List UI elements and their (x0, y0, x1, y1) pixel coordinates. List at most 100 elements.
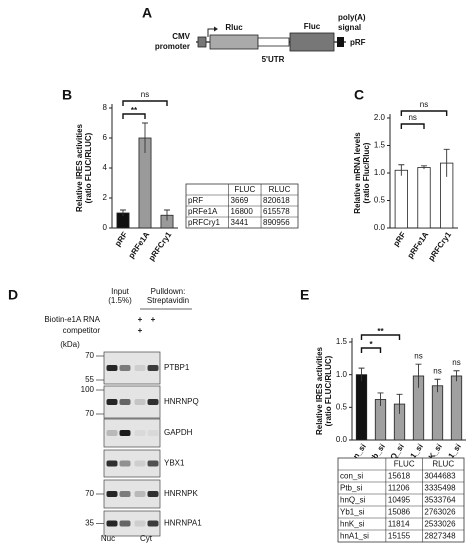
y-tick-label: 1.0 (374, 168, 386, 177)
y-axis-label: Relative mRNA levels (353, 132, 362, 214)
blot-band (147, 365, 159, 371)
table-cell: 15086 (388, 508, 411, 517)
bar (417, 167, 431, 229)
error-bar (415, 363, 422, 388)
table-cell: Ptb_si (340, 484, 362, 493)
table-cell: 15155 (388, 532, 411, 541)
table-cell: pRFe1A (188, 207, 218, 216)
protein-label: GAPDH (164, 428, 193, 437)
y-tick-label: 1.5 (336, 337, 348, 346)
y-tick-label: 0.5 (374, 196, 386, 205)
rluc-box (209, 34, 259, 50)
bar (431, 385, 444, 441)
marker-label: 70 (85, 409, 94, 418)
marker-label: 55 (85, 375, 94, 384)
significance-bracket (400, 110, 448, 116)
table-cell: 3335498 (424, 484, 456, 493)
lane-header: Streptavidin (147, 296, 189, 305)
y-tick-label: 4 (103, 163, 108, 172)
blot-band (119, 491, 131, 497)
protein-label: HNRNPK (164, 489, 198, 498)
condition-label: Biotin-e1A RNA (44, 315, 100, 324)
marker-label: 100 (81, 385, 95, 394)
fraction-label: Cyt (140, 534, 153, 543)
blot-band (119, 520, 131, 527)
table-header: RLUC (432, 460, 454, 469)
utr-label: 5'UTR (262, 55, 285, 64)
blot-band (119, 460, 131, 467)
blot-strip (103, 418, 161, 448)
significance-bracket (122, 113, 146, 119)
significance-label: ns (414, 351, 422, 360)
lane-header: Pulldown: (151, 287, 186, 296)
significance-label: ns (452, 358, 460, 367)
y-axis-label: (ratio FLUC/RLUC) (84, 132, 93, 203)
blot-band (106, 460, 118, 467)
significance-bracket (360, 334, 401, 340)
lane-header: Input (111, 287, 130, 296)
significance-label: ns (141, 90, 149, 99)
y-tick-label: 1.0 (336, 370, 348, 379)
fluc-box (289, 32, 335, 52)
panel-letter: D (8, 287, 18, 303)
table-cell: 3533764 (424, 496, 456, 505)
polya-box (337, 37, 344, 47)
panel-letter: E (300, 287, 309, 303)
y-tick-label: 8 (103, 103, 108, 112)
blot-band (134, 430, 146, 436)
utr-box (257, 37, 290, 47)
table-cell: pRF (188, 196, 203, 205)
tss-arrow (207, 28, 216, 37)
y-tick-label: 6 (103, 133, 108, 142)
table-cell: hnK_si (340, 520, 365, 529)
fluc-label: Fluc (304, 22, 321, 31)
table-cell: con_si (340, 472, 363, 481)
y-axis-label: (ratio Fluc/Rluc) (362, 142, 371, 203)
plasmid-label: pRF (350, 38, 366, 47)
blot-band (147, 399, 159, 405)
bar (450, 375, 463, 441)
table-cell: hnA1_si (340, 532, 369, 541)
table-cell: Yb1_si (340, 508, 365, 517)
blot-band (134, 460, 146, 467)
promoter-box (197, 36, 207, 48)
significance-label: ** (377, 327, 384, 336)
y-tick-label: 0.5 (336, 402, 348, 411)
table-header: FLUC (394, 460, 415, 469)
table-cell: 10495 (388, 496, 411, 505)
table-cell: 15618 (388, 472, 411, 481)
significance-label: ns (408, 113, 416, 122)
error-bar (377, 392, 384, 407)
protein-label: HNRNPQ (164, 397, 199, 406)
marker-label: 35 (85, 519, 94, 528)
y-axis-label: Relative IRES activities (75, 123, 84, 212)
table-cell: hnQ_si (340, 496, 366, 505)
error-bar (164, 209, 170, 221)
blot-band (134, 399, 146, 405)
y-tick-label: 2.0 (374, 113, 386, 122)
blot-band (134, 520, 146, 527)
y-tick-label: 2 (103, 193, 108, 202)
table-cell: 820618 (263, 196, 290, 205)
polya-label: signal (338, 23, 361, 32)
blot-band (134, 365, 146, 371)
significance-label: ns (420, 100, 428, 109)
table-cell: 11814 (388, 520, 410, 529)
blot-band (147, 491, 159, 497)
blot-band (147, 520, 159, 527)
condition-label: competitor (63, 326, 101, 335)
blot-band (106, 399, 118, 405)
error-bar (120, 209, 126, 216)
unit-label: (kDa) (60, 340, 80, 349)
polya-label: poly(A) (338, 13, 366, 22)
significance-bracket (360, 347, 382, 353)
significance-bracket (400, 123, 425, 129)
error-bar (443, 148, 450, 177)
table-cell: pRFCry1 (188, 218, 221, 227)
y-axis-label: (ratio FLUC/RLUC) (324, 355, 333, 426)
table-frame (337, 457, 465, 543)
blot-band (106, 365, 118, 371)
error-bar (358, 367, 365, 382)
tss-arrowhead (214, 26, 218, 32)
